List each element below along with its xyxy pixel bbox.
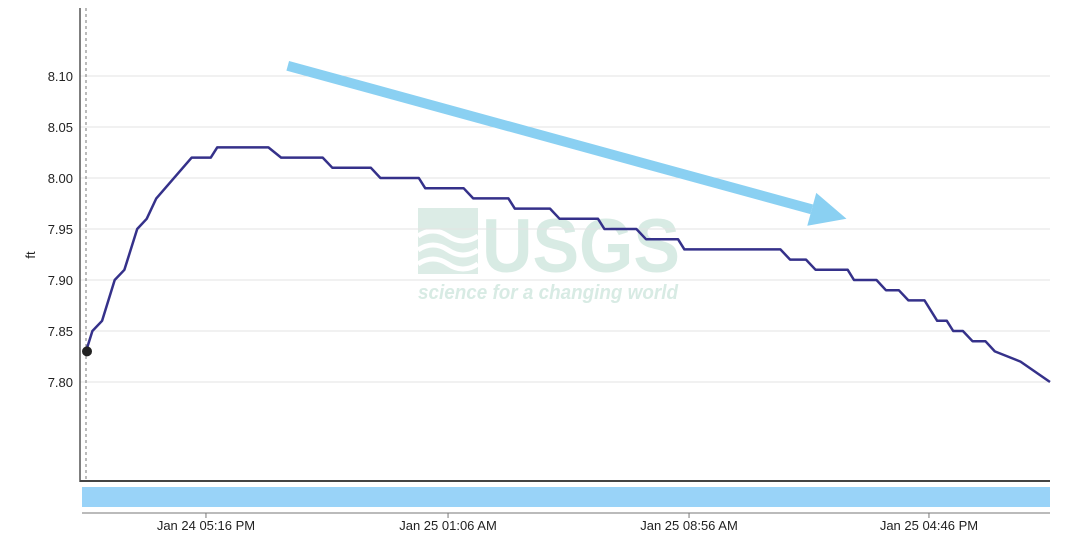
horizontal-gridlines	[80, 75, 1050, 383]
y-tick-label: 7.85	[48, 324, 73, 339]
series-line	[84, 146, 1051, 384]
x-axis-tick-labels: Jan 24 05:16 PM Jan 25 01:06 AM Jan 25 08:…	[157, 513, 978, 533]
series-group	[82, 146, 1051, 384]
arrow-shaft	[286, 60, 814, 215]
y-tick-label: 7.80	[48, 375, 73, 390]
x-tick-label: Jan 25 08:56 AM	[640, 518, 738, 533]
y-axis-tick-labels: 7.80 7.85 7.90 7.95 8.00 8.05 8.10	[48, 69, 73, 390]
usgs-watermark: USGS science for a changing world	[416, 204, 680, 304]
y-tick-label: 7.95	[48, 222, 73, 237]
watermark-tagline: science for a changing world	[418, 282, 679, 304]
x-tick-label: Jan 25 04:46 PM	[880, 518, 978, 533]
y-tick-label: 8.05	[48, 120, 73, 135]
y-tick-label: 8.00	[48, 171, 73, 186]
x-tick-label: Jan 24 05:16 PM	[157, 518, 255, 533]
start-point-marker[interactable]	[82, 346, 92, 357]
usgs-wave-logo-icon	[416, 208, 480, 274]
range-slider-bar[interactable]	[82, 487, 1050, 507]
y-axis-title: ft	[23, 251, 38, 259]
trend-arrow	[286, 60, 847, 226]
y-tick-label: 7.90	[48, 273, 73, 288]
y-tick-label: 8.10	[48, 69, 73, 84]
arrow-head	[807, 192, 847, 226]
x-tick-label: Jan 25 01:06 AM	[399, 518, 497, 533]
watermark-logo-text: USGS	[482, 204, 680, 289]
